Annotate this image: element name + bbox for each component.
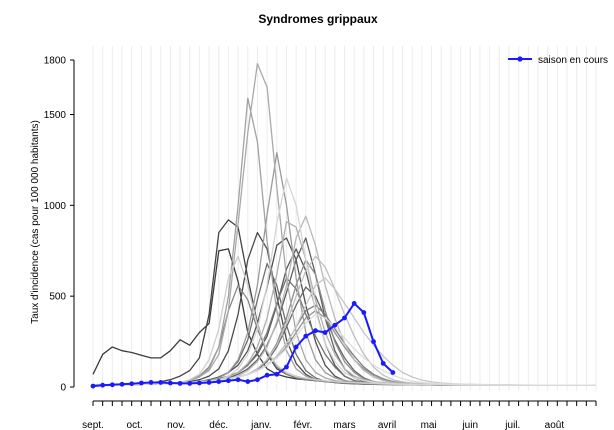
y-tick-label: 1000 bbox=[44, 201, 67, 212]
current-season-point bbox=[245, 379, 251, 384]
current-season-point bbox=[148, 380, 154, 385]
x-tick-label: nov. bbox=[167, 420, 185, 430]
current-season-point bbox=[371, 339, 376, 344]
current-season bbox=[90, 301, 396, 389]
current-season-point bbox=[177, 380, 183, 386]
current-season-point bbox=[332, 322, 338, 328]
chart-title: Syndromes grippaux bbox=[258, 12, 378, 26]
legend: saison en cours bbox=[508, 55, 608, 66]
current-season-point bbox=[100, 382, 106, 388]
legend-label: saison en cours bbox=[538, 55, 608, 66]
y-tick-label: 500 bbox=[49, 292, 66, 303]
x-tick-label: août bbox=[545, 420, 565, 430]
current-season-point bbox=[342, 315, 347, 321]
y-axis: 0 500 1000 1500 1800 bbox=[44, 56, 75, 394]
current-season-point bbox=[167, 380, 173, 386]
current-season-point bbox=[187, 380, 193, 386]
current-season-point bbox=[206, 380, 212, 385]
x-tick-label: mars bbox=[333, 420, 355, 430]
current-season-point bbox=[158, 380, 164, 385]
current-season-point bbox=[226, 378, 231, 384]
x-tick-label: oct. bbox=[127, 420, 143, 430]
current-season-point bbox=[216, 379, 222, 384]
y-tick-label: 1800 bbox=[44, 56, 67, 67]
y-tick-label: 0 bbox=[60, 383, 66, 394]
current-season-point bbox=[264, 372, 270, 378]
current-season-point bbox=[293, 344, 299, 350]
x-tick-label: févr. bbox=[293, 420, 312, 430]
x-tick-label: juin bbox=[461, 420, 478, 430]
current-season-point bbox=[361, 310, 367, 315]
current-season-point bbox=[90, 383, 96, 389]
current-season-point bbox=[255, 377, 260, 383]
vertical-gridlines bbox=[92, 46, 597, 391]
current-season-point bbox=[109, 382, 115, 388]
current-season-point bbox=[313, 328, 318, 334]
current-season-point bbox=[119, 381, 125, 387]
current-season-point bbox=[138, 380, 144, 386]
current-season-point bbox=[197, 380, 202, 386]
current-season-point bbox=[390, 370, 396, 375]
current-season-point bbox=[284, 364, 289, 370]
x-tick-label: mai bbox=[421, 420, 437, 430]
legend-swatch-point bbox=[517, 56, 523, 62]
current-season-point bbox=[322, 330, 328, 335]
current-season-point bbox=[303, 333, 309, 339]
current-season-point bbox=[274, 371, 280, 377]
y-axis-label: Taux d'incidence (cas pour 100 000 habit… bbox=[30, 120, 41, 324]
x-tick-label: déc. bbox=[209, 420, 228, 430]
x-tick-label: janv. bbox=[250, 420, 271, 430]
current-season-point bbox=[351, 301, 357, 306]
x-tick-label: avril bbox=[378, 420, 396, 430]
current-season-point bbox=[380, 360, 386, 366]
x-axis: sept. oct. nov. déc. janv. févr. mars avril mai j… bbox=[82, 400, 597, 430]
y-tick-label: 1500 bbox=[44, 110, 67, 121]
current-season-point bbox=[129, 381, 135, 387]
x-tick-label: juil. bbox=[504, 420, 520, 430]
x-tick-label: sept. bbox=[82, 420, 104, 430]
current-season-point bbox=[235, 377, 241, 383]
